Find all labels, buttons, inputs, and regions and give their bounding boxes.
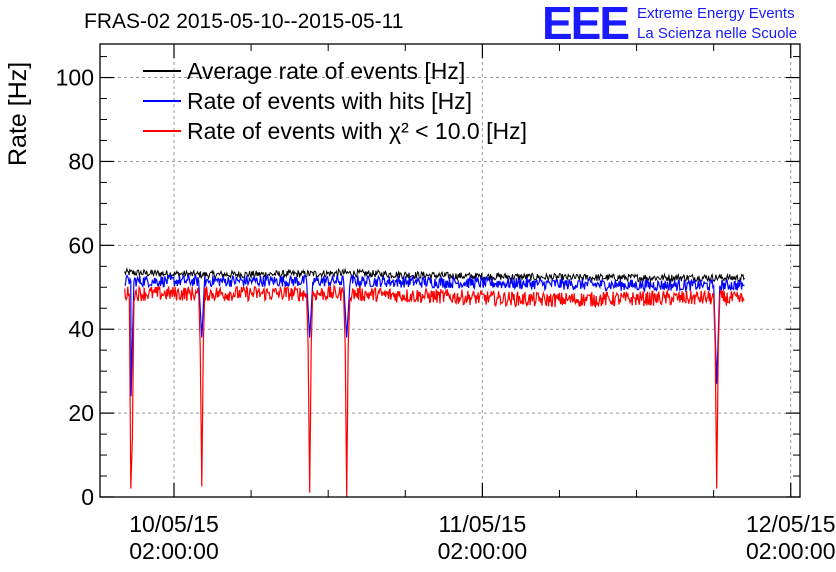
x-tick-label-time: 02:00:00 [746,538,836,564]
x-tick-label-time: 02:00:00 [129,538,219,564]
y-tick-label: 0 [81,484,94,510]
x-tick-label-time: 02:00:00 [438,538,528,564]
legend-label-3: Rate of events with χ² < 10.0 [Hz] [187,118,527,144]
series-group [124,267,745,498]
y-tick-label: 20 [68,400,94,426]
x-tick-label: 12/05/15 [746,511,836,537]
x-tick-label: 11/05/15 [438,511,526,537]
ticks: 02040608010010/05/1502:00:0011/05/1502:0… [56,44,836,564]
logo-line-2: La Scienza nelle Scuole [637,25,798,42]
y-tick-label: 80 [68,148,94,174]
y-tick-label: 60 [68,232,94,258]
series-line-2 [124,273,745,397]
legend: Average rate of events [Hz] Rate of event… [143,58,527,144]
grid [100,44,800,497]
x-tick-label: 10/05/15 [129,511,219,537]
legend-label-2: Rate of events with hits [Hz] [187,88,472,114]
series-line-3 [124,283,745,498]
logo-line-1: Extreme Energy Events [637,5,795,22]
legend-label-1: Average rate of events [Hz] [187,58,465,84]
plot-frame [99,43,801,498]
y-tick-label: 100 [56,65,94,91]
eee-logo: EEE [542,0,630,49]
series-line-1 [124,267,745,283]
chart-title: FRAS-02 2015-05-10--2015-05-11 [84,10,404,33]
y-axis-label: Rate [Hz] [4,61,32,166]
y-tick-label: 40 [68,316,94,342]
